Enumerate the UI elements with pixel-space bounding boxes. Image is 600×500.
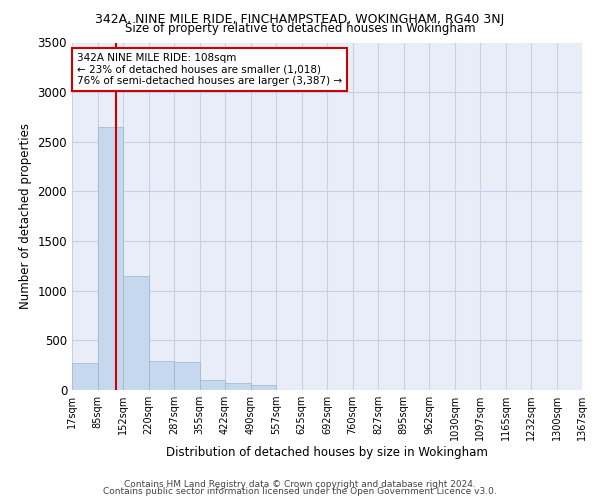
Bar	[97, 127, 123, 390]
Text: 342A, NINE MILE RIDE, FINCHAMPSTEAD, WOKINGHAM, RG40 3NJ: 342A, NINE MILE RIDE, FINCHAMPSTEAD, WOK…	[95, 12, 505, 26]
Bar	[251, 385, 276, 390]
X-axis label: Distribution of detached houses by size in Wokingham: Distribution of detached houses by size …	[166, 446, 488, 459]
Bar	[149, 361, 174, 390]
Bar	[225, 383, 251, 390]
Bar	[123, 276, 149, 390]
Bar	[199, 380, 225, 390]
Text: 342A NINE MILE RIDE: 108sqm
← 23% of detached houses are smaller (1,018)
76% of : 342A NINE MILE RIDE: 108sqm ← 23% of det…	[77, 53, 342, 86]
Y-axis label: Number of detached properties: Number of detached properties	[19, 123, 32, 309]
Text: Size of property relative to detached houses in Wokingham: Size of property relative to detached ho…	[125, 22, 475, 35]
Text: Contains public sector information licensed under the Open Government Licence v3: Contains public sector information licen…	[103, 487, 497, 496]
Bar	[72, 363, 97, 390]
Bar	[174, 362, 199, 390]
Text: Contains HM Land Registry data © Crown copyright and database right 2024.: Contains HM Land Registry data © Crown c…	[124, 480, 476, 489]
